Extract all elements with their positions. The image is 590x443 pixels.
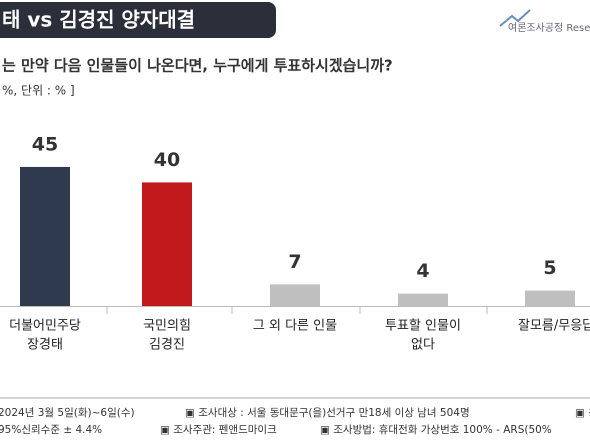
value-label: 5 [543,257,556,279]
x-tick-label: 김경진 [149,338,185,353]
footer-text: 95%신뢰수준 ± 4.4% [0,424,102,436]
x-tick-label: 그 외 다른 인물 [253,319,337,334]
bar [398,293,448,306]
value-label: 7 [288,251,301,273]
x-tick-label: 국민의힘 [143,319,191,334]
value-label: 40 [154,149,180,171]
x-tick-label: 잘모름/무응답 [518,319,590,334]
chart-title: 태 vs 김경진 양자대결 [2,8,195,32]
footer-text: 2024년 3월 5일(화)~6일(수) [0,406,135,419]
footer-text: ▣ 응 [575,407,590,419]
x-tick-label: 없다 [411,338,435,353]
footer-text: ▣ 조사대상 : 서울 동대문구(을)선거구 만18세 이상 남녀 504명 [185,407,470,419]
bar [525,290,575,306]
separators [106,306,488,314]
x-tick-label: 더불어민주당 [9,319,81,334]
x-tick-label: 투표할 인물이 [385,319,461,334]
logo-icon [499,9,531,27]
unit-note: %, 단위 : % ] [2,84,75,98]
x-tick-label: 장경태 [27,338,63,353]
logo: 여론조사공정 Resea [508,22,590,34]
footer-text: ▣ 조사주관: 펜앤드마이크 [160,424,277,436]
question: 는 만약 다음 인물들이 나온다면, 누구에게 투표하시겠습니까? [2,57,393,75]
value-label: 4 [416,260,429,282]
footer-text: ▣ 조사방법: 휴대전화 가상번호 100% - ARS(50% [320,424,552,436]
title-banner [0,2,276,38]
bar [20,166,70,306]
bar [142,182,192,306]
bar [270,284,320,306]
value-label: 45 [32,133,58,155]
